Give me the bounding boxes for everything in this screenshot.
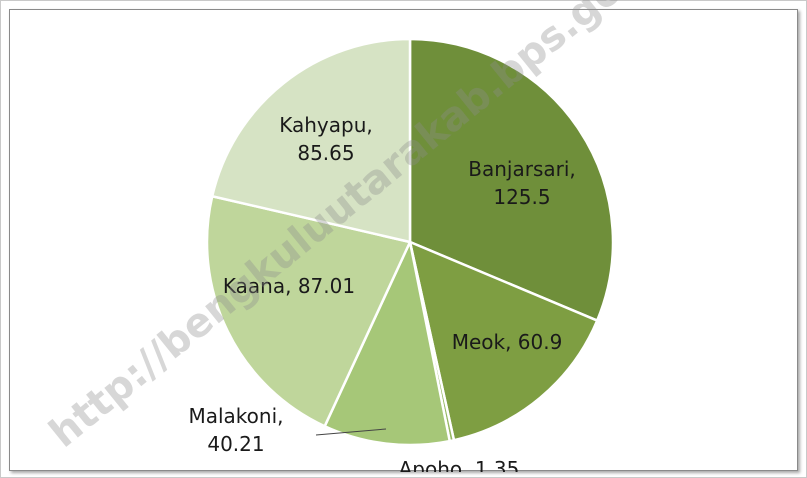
pie-slice-kahyapu <box>210 37 412 244</box>
slice-label-meok: Meok, 60.9 <box>452 330 563 354</box>
slice-label-kahyapu: Kahyapu, 85.65 <box>279 113 373 165</box>
chart-area: Banjarsari, 125.5 Meok, 60.9 Apoho, 1.35 Mal… <box>9 9 798 472</box>
pie-slice-malakoni <box>323 240 451 447</box>
pie-slice-banjarsari <box>408 37 615 322</box>
slice-label-apoho: Apoho, 1.35 <box>399 457 520 472</box>
slice-label-kaana: Kaana, 87.01 <box>223 274 355 298</box>
slice-label-malakoni: Malakoni, 40.21 <box>188 404 283 456</box>
slice-label-banjarsari: Banjarsari, 125.5 <box>468 157 576 209</box>
leader-line-malakoni <box>315 428 387 436</box>
pie-slice-meok <box>408 240 599 442</box>
pie-chart: Banjarsari, 125.5 Meok, 60.9 Apoho, 1.35 Mal… <box>188 37 615 472</box>
pie-slice-kaana <box>205 194 412 428</box>
